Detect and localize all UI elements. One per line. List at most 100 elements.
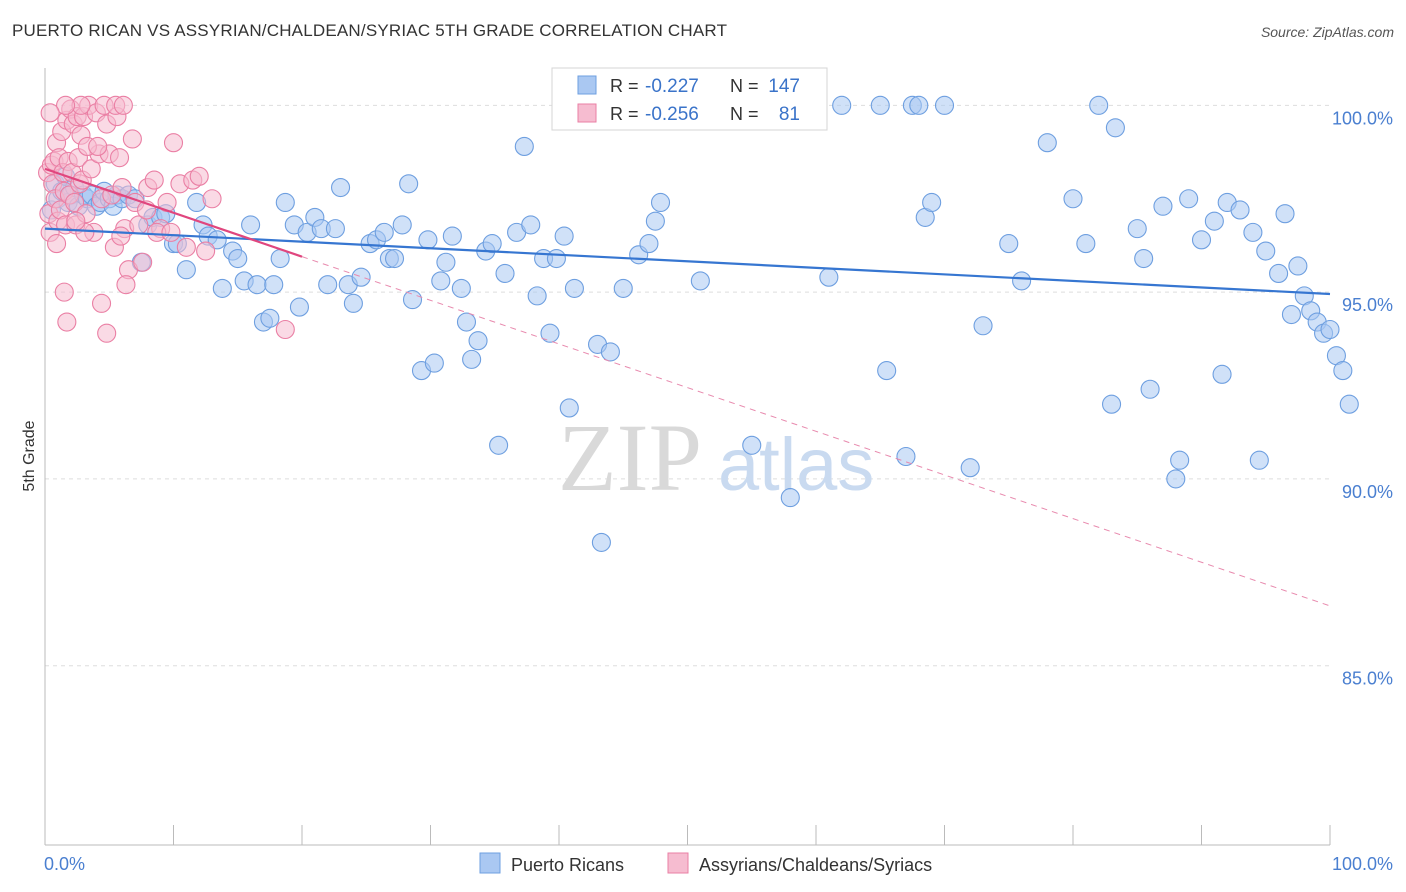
point-puerto-rican	[1179, 189, 1199, 209]
point-puerto-rican	[1320, 319, 1340, 340]
point-puerto-rican	[343, 293, 363, 313]
point-puerto-rican	[1166, 469, 1186, 489]
point-puerto-rican	[424, 353, 444, 373]
legend-swatch-1	[667, 852, 689, 874]
watermark: ZIP atlas	[558, 404, 874, 511]
point-assyrian	[109, 148, 130, 168]
point-puerto-rican	[351, 267, 371, 287]
point-assyrian	[196, 241, 216, 261]
stats-n-label-0: N =	[730, 76, 759, 96]
point-assyrian	[65, 192, 85, 213]
point-puerto-rican	[1153, 196, 1173, 216]
x-tick-label-min: 0.0%	[44, 854, 85, 874]
point-puerto-rican	[1191, 230, 1212, 250]
point-puerto-rican	[442, 226, 462, 246]
y-tick-label-2: 90.0%	[1342, 482, 1393, 502]
bottom-legend: Puerto Ricans Assyrians/Chaldeans/Syriacs	[479, 852, 932, 875]
y-tick-label-0: 100.0%	[1332, 108, 1393, 128]
point-puerto-rican	[330, 177, 351, 198]
point-puerto-rican	[742, 435, 762, 455]
point-puerto-rican	[999, 234, 1019, 254]
point-puerto-rican	[289, 297, 309, 317]
stats-n-value-0: 147	[768, 76, 800, 97]
grid-lines	[45, 104, 1330, 667]
point-puerto-rican	[896, 446, 916, 467]
point-puerto-rican	[819, 267, 839, 287]
point-assyrian	[202, 189, 222, 209]
chart-title: PUERTO RICAN VS ASSYRIAN/CHALDEAN/SYRIAC…	[12, 21, 728, 40]
point-puerto-rican	[482, 234, 502, 254]
point-puerto-rican	[1204, 211, 1224, 231]
point-puerto-rican	[527, 286, 547, 306]
point-puerto-rican	[600, 342, 620, 362]
point-assyrian	[113, 95, 133, 115]
point-puerto-rican	[554, 226, 574, 246]
stats-legend-swatch-1	[577, 103, 597, 123]
point-puerto-rican	[1012, 271, 1032, 291]
point-puerto-rican	[241, 215, 261, 235]
stats-r-value-0: -0.227	[645, 76, 699, 97]
point-puerto-rican	[1281, 304, 1301, 325]
point-assyrian	[144, 170, 164, 190]
point-puerto-rican	[468, 331, 488, 351]
point-puerto-rican	[1249, 450, 1269, 470]
stats-legend: R = -0.227 N = 147 R = -0.256 N = 81	[551, 67, 828, 131]
point-puerto-rican	[264, 275, 284, 295]
point-assyrian	[56, 95, 76, 115]
point-puerto-rican	[909, 95, 929, 115]
point-assyrian	[81, 159, 101, 179]
point-puerto-rican	[462, 349, 482, 369]
point-puerto-rican	[247, 275, 267, 295]
point-puerto-rican	[1269, 263, 1289, 284]
point-puerto-rican	[384, 248, 405, 269]
point-puerto-rican	[1212, 364, 1232, 384]
point-assyrian	[91, 293, 112, 313]
y-tick-label-3: 85.0%	[1342, 669, 1393, 689]
point-puerto-rican	[1170, 450, 1190, 470]
point-assyrian	[54, 282, 74, 302]
point-puerto-rican	[418, 230, 438, 250]
point-puerto-rican	[399, 174, 419, 194]
point-puerto-rican	[207, 230, 227, 250]
point-assyrian	[275, 319, 295, 340]
stats-n-label-1: N =	[730, 104, 759, 124]
point-puerto-rican	[489, 435, 509, 455]
trend-line-0	[44, 227, 1331, 296]
point-assyrian	[111, 226, 131, 246]
point-puerto-rican	[690, 271, 710, 291]
point-puerto-rican	[546, 248, 566, 269]
point-puerto-rican	[521, 215, 541, 235]
point-puerto-rican	[1037, 133, 1057, 153]
legend-label-0: Puerto Ricans	[511, 855, 624, 875]
stats-r-label-1: R =	[610, 104, 639, 124]
point-puerto-rican	[212, 278, 232, 298]
stats-n-value-1: 81	[779, 104, 800, 125]
point-puerto-rican	[564, 278, 584, 298]
point-puerto-rican	[1105, 118, 1125, 138]
point-puerto-rican	[1076, 234, 1096, 254]
point-puerto-rican	[514, 136, 534, 156]
point-puerto-rican	[645, 211, 665, 231]
point-assyrian	[176, 237, 196, 257]
point-puerto-rican	[650, 192, 671, 213]
point-puerto-rican	[392, 215, 412, 235]
point-puerto-rican	[318, 275, 338, 295]
point-puerto-rican	[275, 192, 295, 213]
trend-lines	[44, 167, 1331, 607]
data-points	[38, 95, 1359, 552]
point-puerto-rican	[260, 308, 280, 328]
point-assyrian	[66, 211, 86, 231]
trend-line-extended-1	[301, 256, 1331, 607]
point-puerto-rican	[922, 192, 942, 213]
point-puerto-rican	[1243, 222, 1263, 242]
point-puerto-rican	[325, 219, 345, 239]
point-puerto-rican	[1134, 248, 1154, 269]
y-tick-labels: 100.0% 95.0% 90.0% 85.0%	[1332, 108, 1393, 688]
point-assyrian	[133, 252, 153, 272]
point-puerto-rican	[1102, 394, 1122, 414]
point-puerto-rican	[1288, 256, 1308, 276]
point-puerto-rican	[1333, 361, 1353, 381]
point-assyrian	[116, 275, 136, 295]
point-puerto-rican	[973, 316, 993, 336]
